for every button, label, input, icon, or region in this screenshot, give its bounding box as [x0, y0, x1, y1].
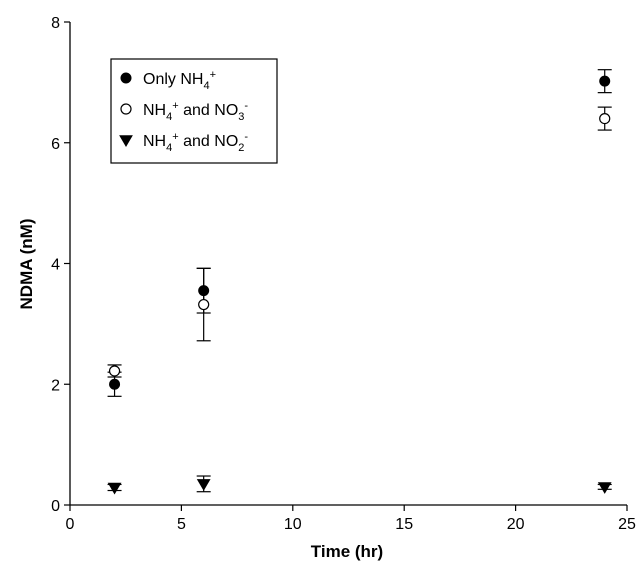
- legend-marker-1: [120, 72, 132, 84]
- data-point-2-1: [108, 365, 121, 377]
- x-tick-label-25: 25: [618, 516, 636, 533]
- y-axis-title: NDMA (nM): [17, 219, 36, 310]
- legend-marker-3: [119, 135, 133, 147]
- y-tick-label-0: 0: [51, 498, 60, 515]
- data-point-3-1: [107, 482, 122, 495]
- y-tick-label-2: 2: [51, 377, 60, 394]
- series-3: [107, 475, 612, 495]
- data-point-1-3: [599, 75, 611, 87]
- data-point-3-2: [196, 479, 211, 491]
- legend-marker-2: [120, 103, 132, 115]
- data-point-3-3: [597, 482, 612, 494]
- x-tick-label-5: 5: [177, 516, 186, 533]
- ticks: 0 5 10 15 20 25 0 2 4 6 8: [51, 15, 636, 533]
- legend-label-3: NH4+ and NO2-: [143, 131, 248, 154]
- x-tick-label-20: 20: [507, 516, 525, 533]
- legend-label-1: Only NH4+: [143, 69, 216, 92]
- x-tick-label-15: 15: [395, 516, 413, 533]
- legend: Only NH4+ NH4+ and NO3- NH4+ and NO2-: [110, 58, 278, 164]
- legend-label-2: NH4+ and NO3-: [143, 100, 248, 123]
- y-tick-label-8: 8: [51, 15, 60, 32]
- y-tick-label-6: 6: [51, 136, 60, 153]
- series-2: [107, 106, 612, 378]
- data-marks: [107, 69, 612, 495]
- data-point-1-1: [109, 378, 121, 390]
- data-point-2-2: [198, 298, 210, 311]
- x-tick-label-0: 0: [66, 516, 75, 533]
- x-axis-title: Time (hr): [311, 542, 383, 561]
- x-tick-label-10: 10: [284, 516, 302, 533]
- legend-box: [110, 58, 278, 164]
- data-point-2-3: [599, 112, 611, 125]
- y-tick-label-4: 4: [51, 257, 60, 274]
